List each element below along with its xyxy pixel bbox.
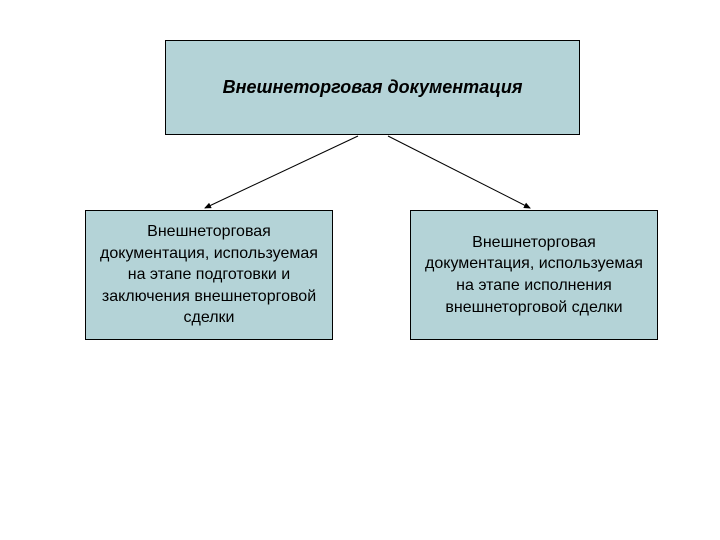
root-label: Внешнеторговая документация	[223, 77, 523, 98]
child-left-label: Внешнеторговая документация, используема…	[94, 221, 324, 329]
root-node: Внешнеторговая документация	[165, 40, 580, 135]
child-right-label: Внешнеторговая документация, используема…	[419, 232, 649, 318]
arrow-left	[205, 136, 358, 208]
arrow-right	[388, 136, 530, 208]
child-node-left: Внешнеторговая документация, используема…	[85, 210, 333, 340]
child-node-right: Внешнеторговая документация, используема…	[410, 210, 658, 340]
